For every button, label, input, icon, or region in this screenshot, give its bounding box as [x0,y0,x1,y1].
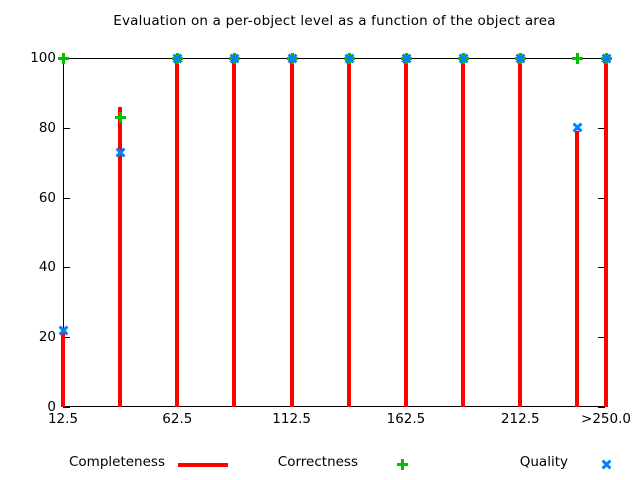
completeness-impulse [604,58,608,407]
y-tick-label: 20 [38,329,56,346]
completeness-impulse [518,58,522,407]
y-tick-mark [63,337,70,339]
y-tick-mark [63,267,70,269]
y-tick-label: 60 [38,189,56,206]
y-tick-label: 100 [30,50,56,66]
x-tick-label: 212.5 [500,411,540,427]
x-tick-label: 12.5 [47,411,79,427]
y-tick-mark [63,127,70,129]
x-tick-label: >250.0 [581,411,631,427]
completeness-impulse [232,58,236,407]
y-tick-mark [598,407,605,408]
chart-title: Evaluation on a per-object level as a fu… [113,13,556,29]
red-line-sample-icon [178,463,228,467]
completeness-impulse [290,58,294,407]
blue-cross-icon [599,457,615,473]
legend-label-correctness: Correctness [277,454,358,470]
y-tick-mark [63,407,70,408]
y-tick-mark [598,127,605,129]
x-tick-label: 112.5 [272,411,311,427]
completeness-impulse [347,58,351,407]
legend-label-quality: Quality [519,454,568,470]
green-plus-icon [397,459,408,470]
correctness-marker [571,52,583,64]
y-tick-label: 80 [38,119,56,136]
completeness-impulse [175,58,179,407]
plot-area-border [63,58,606,407]
x-tick-label: 62.5 [162,411,193,427]
legend-label-completeness: Completeness [69,454,165,470]
y-tick-mark [598,267,605,269]
completeness-impulse [404,58,408,407]
x-tick-label: 162.5 [386,411,426,427]
y-tick-label: 40 [38,259,56,276]
y-tick-mark [598,197,605,199]
y-tick-label: 0 [47,399,56,415]
correctness-marker [57,52,69,64]
y-tick-mark [63,197,70,199]
completeness-impulse [61,331,65,407]
completeness-impulse [575,131,579,407]
correctness-marker [114,111,126,123]
y-tick-mark [598,337,605,339]
completeness-impulse [118,106,122,407]
completeness-impulse [461,58,465,407]
